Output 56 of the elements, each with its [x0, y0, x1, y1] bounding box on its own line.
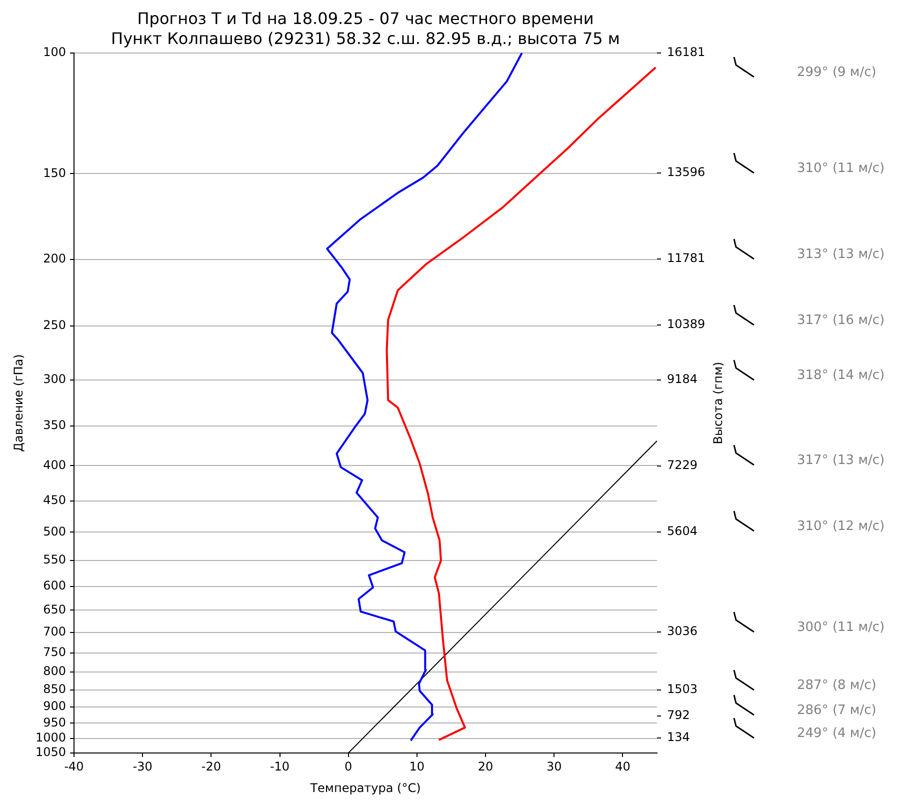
y-tick-label: 1000: [35, 730, 66, 745]
chart-subtitle: Пункт Колпашево (29231) 58.32 с.ш. 82.95 в.д.; высота 75 м: [110, 29, 621, 48]
y-tick-label: 450: [43, 492, 66, 507]
y-tick-label: 600: [43, 578, 66, 593]
x-tick-label: -20: [201, 759, 221, 774]
text: 286° (7 м/с): [797, 703, 876, 718]
text: 13596: [667, 165, 706, 180]
text: 5604: [667, 524, 698, 538]
x-tick-label: 20: [478, 759, 494, 774]
y-tick-label: 400: [43, 458, 66, 472]
y-tick-label: 650: [43, 602, 66, 616]
y-tick-label: 1050: [35, 745, 66, 760]
y-tick-label: 850: [43, 682, 66, 696]
y-tick-label: 500: [43, 524, 66, 538]
text: 249° (4 м/с): [797, 726, 876, 741]
text: 313° (13 м/с): [797, 247, 885, 262]
y-axis-title: Давление (гПа): [11, 354, 26, 452]
x-tick-label: 40: [615, 759, 630, 774]
x-axis-title: Температура (°C): [309, 780, 421, 795]
x-tick-label: -40: [64, 759, 84, 774]
chart-title: Прогноз T и Td на 18.09.25 - 07 час местного времени: [136, 9, 595, 28]
y-tick-label: 300: [43, 372, 66, 386]
text: 310° (11 м/с): [797, 161, 885, 176]
text: 11781: [667, 251, 706, 266]
y-tick-label: 200: [43, 251, 66, 266]
text: 317° (13 м/с): [797, 453, 885, 468]
y-tick-label: 950: [43, 715, 66, 730]
y-tick-label: 150: [43, 166, 66, 180]
text: 318° (14 м/с): [797, 368, 885, 383]
text: 317° (16 м/с): [797, 313, 885, 328]
x-tick-label: 10: [409, 759, 425, 774]
y-tick-label: 750: [43, 644, 66, 659]
text: 16181: [667, 45, 706, 60]
x-tick-label: -30: [132, 759, 152, 774]
text: 134: [667, 730, 690, 744]
y-tick-label: 250: [43, 318, 66, 332]
y-tick-label: 800: [43, 664, 66, 678]
text: 10389: [667, 317, 706, 332]
x-tick-label: -10: [270, 759, 290, 774]
text: 1503: [667, 682, 698, 696]
text: 310° (12 м/с): [797, 519, 885, 534]
y-tick-label: 550: [43, 552, 66, 567]
x-tick-label: 30: [546, 759, 562, 774]
text: 287° (8 м/с): [797, 678, 876, 693]
text: 9184: [667, 372, 698, 386]
y-tick-label: 350: [43, 418, 66, 432]
y2-axis-title: Высота (гпм): [711, 362, 726, 444]
y-tick-label: 100: [43, 45, 66, 60]
x-tick-label: 0: [344, 759, 352, 774]
text: 300° (11 м/с): [797, 620, 885, 635]
text: 792: [667, 708, 690, 722]
text: 7229: [667, 458, 698, 472]
y-tick-label: 900: [43, 699, 66, 714]
text: 3036: [667, 624, 698, 638]
y-tick-label: 700: [43, 624, 66, 638]
text: 299° (9 м/с): [797, 65, 876, 80]
